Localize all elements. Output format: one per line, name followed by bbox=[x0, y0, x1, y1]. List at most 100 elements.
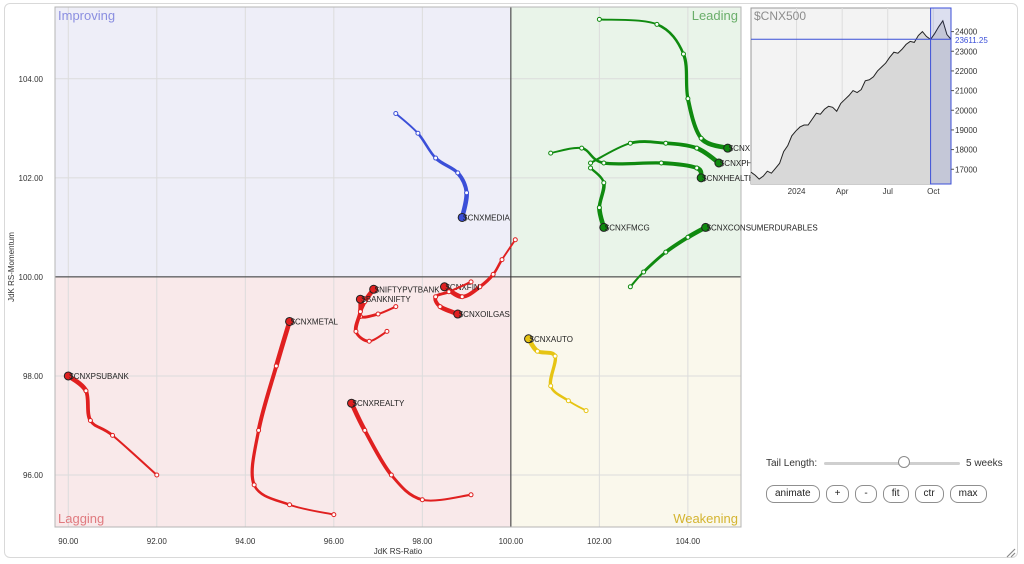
x-tick-label: 98.00 bbox=[412, 537, 433, 546]
quadrant-label-weakening: Weakening bbox=[673, 511, 738, 526]
head-point-niftypvtbank[interactable] bbox=[369, 284, 379, 294]
tail-segment bbox=[421, 493, 473, 502]
label-cnxpsubank: $CNXPSUBANK bbox=[69, 372, 129, 381]
tail-point bbox=[468, 279, 474, 285]
series-cnxpharma[interactable]: $CNXPHARMA bbox=[588, 140, 777, 168]
tail-point bbox=[588, 165, 594, 171]
head-point-cnxauto[interactable] bbox=[524, 334, 534, 344]
y-axis-title: JdK RS-Momentum bbox=[7, 232, 16, 302]
zoom-out-button[interactable]: - bbox=[855, 485, 877, 503]
series-cnxfmcg[interactable]: $CNXFMCG bbox=[588, 165, 650, 232]
series-cnxoilgas[interactable]: $CNXOILGAS bbox=[433, 279, 510, 319]
head-point-cnxmedia[interactable] bbox=[457, 212, 467, 222]
tail-point bbox=[490, 271, 496, 277]
head-point-cnxrealty[interactable] bbox=[347, 398, 357, 408]
series-cnxit[interactable]: $CNXIT bbox=[596, 16, 757, 153]
tail-segment bbox=[685, 96, 704, 141]
tail-point bbox=[698, 135, 704, 141]
series-banknifty[interactable]: $BANKNIFTY bbox=[353, 294, 411, 344]
quadrant-weakening bbox=[510, 276, 741, 527]
tail-segment bbox=[111, 434, 158, 477]
tail-segment bbox=[256, 364, 279, 433]
quadrant-label-leading: Leading bbox=[692, 8, 738, 23]
tail-length-slider[interactable] bbox=[824, 455, 960, 471]
tail-point bbox=[583, 408, 589, 414]
x-tick-label: 96.00 bbox=[324, 537, 345, 546]
head-point-banknifty[interactable] bbox=[355, 294, 365, 304]
series-cnxconsumerdurables[interactable]: $CNXCONSUMERDURABLES bbox=[627, 222, 818, 290]
mini-x-label: Apr bbox=[836, 187, 849, 196]
tail-point bbox=[393, 304, 399, 310]
label-cnxhealthcare: $CNXHEALTHCARE bbox=[702, 174, 777, 183]
label-cnxmedia: $CNXMEDIA bbox=[463, 213, 510, 222]
tail-point bbox=[357, 309, 363, 315]
series-cnxfin[interactable]: $CNXFIN bbox=[439, 237, 518, 300]
series-cnxrealty[interactable]: $CNXREALTY bbox=[347, 398, 474, 503]
tail-point bbox=[596, 205, 602, 211]
tail-point bbox=[256, 427, 262, 433]
animate-button[interactable]: animate bbox=[766, 485, 820, 503]
y-tick-label: 98.00 bbox=[23, 372, 44, 381]
label-cnxmetal: $CNXMETAL bbox=[291, 317, 339, 326]
mini-y-tick-label: 21000 bbox=[955, 87, 978, 96]
slider-thumb[interactable] bbox=[898, 456, 911, 468]
tail-point bbox=[534, 348, 540, 354]
head-point-cnxhealthcare[interactable] bbox=[696, 173, 706, 183]
tail-point bbox=[694, 165, 700, 171]
slider-track[interactable] bbox=[824, 462, 960, 465]
label-cnxoilgas: $CNXOILGAS bbox=[459, 310, 510, 319]
label-cnxconsumerdurables: $CNXCONSUMERDURABLES bbox=[707, 223, 818, 232]
tail-point bbox=[663, 140, 669, 146]
head-point-cnxconsumerdurables[interactable] bbox=[701, 222, 711, 232]
mini-y-tick-label: 22000 bbox=[955, 67, 978, 76]
center-button[interactable]: ctr bbox=[914, 485, 944, 503]
tail-point bbox=[154, 472, 160, 478]
series-cnxmedia[interactable]: $CNXMEDIA bbox=[393, 110, 511, 222]
mini-x-label: 2024 bbox=[788, 187, 806, 196]
label-cnxrealty: $CNXREALTY bbox=[353, 399, 406, 408]
tail-point bbox=[596, 16, 602, 22]
tail-point bbox=[83, 388, 89, 394]
max-button[interactable]: max bbox=[949, 485, 987, 503]
head-point-cnxmetal[interactable] bbox=[285, 316, 295, 326]
head-point-cnxfmcg[interactable] bbox=[599, 222, 609, 232]
head-point-cnxpharma[interactable] bbox=[714, 158, 724, 168]
head-point-cnxoilgas[interactable] bbox=[453, 309, 463, 319]
tail-point bbox=[464, 190, 470, 196]
tail-point bbox=[433, 155, 439, 161]
zoom-in-button[interactable]: + bbox=[825, 485, 850, 503]
label-niftypvtbank: $NIFTYPVTBANK bbox=[375, 285, 441, 294]
tail-point bbox=[565, 398, 571, 404]
tail-point bbox=[588, 160, 594, 166]
tail-point bbox=[641, 269, 647, 275]
mini-y-tick-label: 23000 bbox=[955, 47, 978, 56]
tail-point bbox=[601, 160, 607, 166]
tail-point bbox=[446, 289, 452, 295]
fit-button[interactable]: fit bbox=[882, 485, 909, 503]
tail-point bbox=[512, 237, 518, 243]
series-cnxmetal[interactable]: $CNXMETAL bbox=[250, 316, 339, 518]
tail-point bbox=[663, 249, 669, 255]
mini-x-label: Jul bbox=[883, 187, 893, 196]
series-cnxpsubank[interactable]: $CNXPSUBANK bbox=[63, 371, 160, 478]
head-point-cnxfin[interactable] bbox=[439, 282, 449, 292]
x-tick-label: 92.00 bbox=[147, 537, 168, 546]
tail-point bbox=[273, 363, 279, 369]
tail-point bbox=[627, 284, 633, 290]
series-cnxhealthcare[interactable]: $CNXHEALTHCARE bbox=[548, 145, 777, 183]
tail-point bbox=[552, 353, 558, 359]
head-point-cnxpsubank[interactable] bbox=[63, 371, 73, 381]
tail-point bbox=[658, 160, 664, 166]
series-cnxauto[interactable]: $CNXAUTO bbox=[524, 334, 589, 414]
mini-chart-title: $CNX500 bbox=[754, 9, 806, 23]
tail-point bbox=[548, 150, 554, 156]
tail-point bbox=[455, 170, 461, 176]
y-tick-label: 104.00 bbox=[19, 75, 44, 84]
head-point-cnxit[interactable] bbox=[723, 143, 733, 153]
resize-grip-icon[interactable] bbox=[1004, 546, 1016, 558]
mini-area-fill bbox=[751, 20, 951, 185]
tail-point bbox=[601, 180, 607, 186]
mini-y-tick-label: 18000 bbox=[955, 146, 978, 155]
tail-point bbox=[654, 21, 660, 27]
